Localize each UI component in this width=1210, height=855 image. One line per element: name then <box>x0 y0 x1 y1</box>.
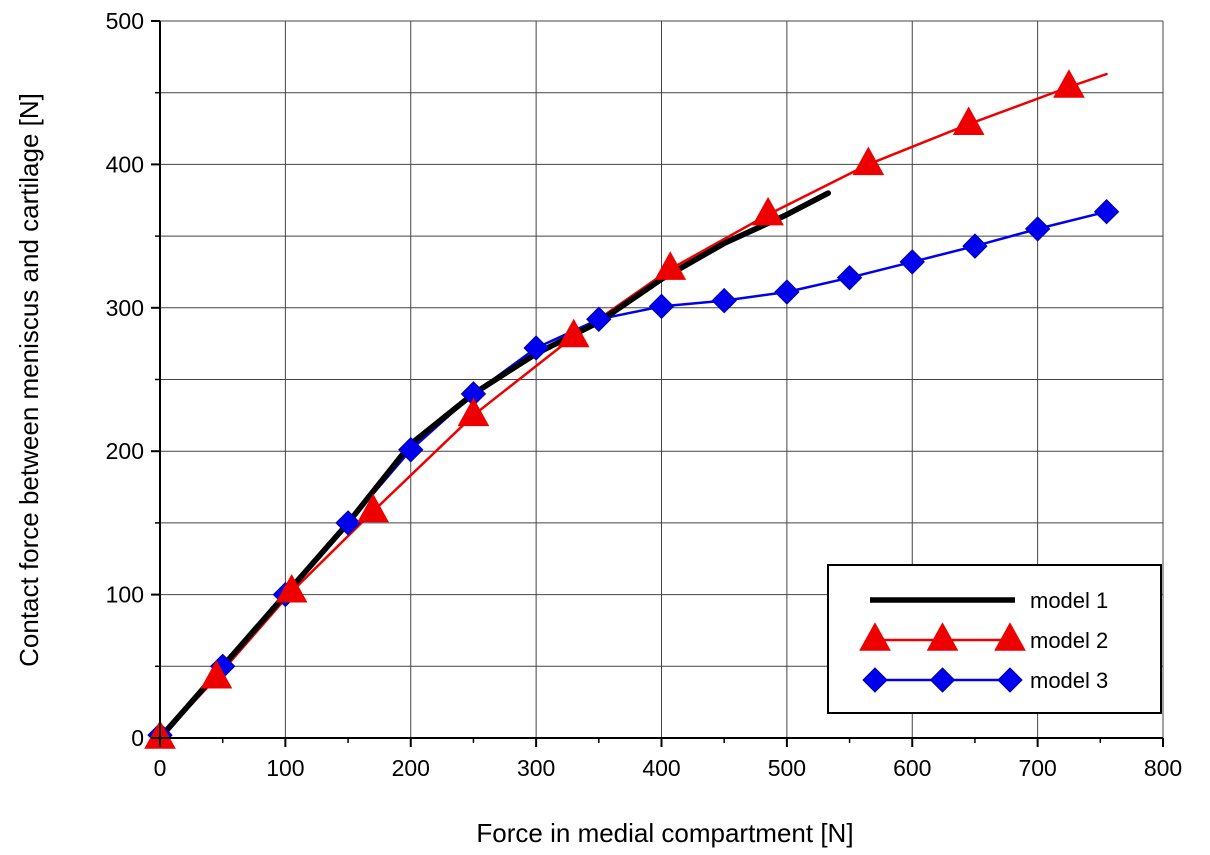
legend: model 1 model 2 model 3 <box>827 564 1162 714</box>
legend-label-model-3: model 3 <box>1030 668 1108 693</box>
x-tick-label: 800 <box>1144 755 1182 781</box>
legend-marker-model-2 <box>994 622 1026 651</box>
series-line-model-1 <box>157 190 831 741</box>
data-point-model-3 <box>899 249 925 275</box>
data-point-model-3 <box>648 293 675 320</box>
x-tick-label: 100 <box>266 755 304 781</box>
legend-marker-model-3 <box>997 667 1023 693</box>
data-point-model-3 <box>962 233 988 259</box>
series-line-model-2 <box>158 72 1108 740</box>
x-tick-label: 0 <box>154 755 167 781</box>
data-point-model-3 <box>1024 216 1051 242</box>
x-tick-label: 200 <box>392 755 430 781</box>
data-point-model-2 <box>200 660 233 689</box>
y-tick-label: 200 <box>106 438 144 464</box>
data-point-model-2 <box>852 146 885 176</box>
x-tick-label: 300 <box>517 755 555 781</box>
y-tick-label: 400 <box>106 151 144 177</box>
legend-marker-model-3 <box>862 667 888 693</box>
data-point-model-2 <box>752 196 784 226</box>
series-markers <box>144 69 1120 749</box>
data-point-model-2 <box>275 573 308 603</box>
series-line-model-1-top <box>157 190 831 741</box>
legend-marker-model-2 <box>926 622 959 651</box>
data-point-model-2 <box>357 493 389 523</box>
x-axis-label: Force in medial compartment [N] <box>476 818 853 848</box>
y-tick-label: 100 <box>106 582 144 608</box>
y-axis-label: Contact force between meniscus and carti… <box>14 93 44 667</box>
series-lines <box>157 72 1108 741</box>
data-point-model-3 <box>523 335 549 361</box>
data-point-model-3 <box>774 279 800 305</box>
data-point-model-3 <box>1093 199 1120 225</box>
legend-label-model-1: model 1 <box>1030 588 1108 613</box>
data-point-model-3 <box>836 264 863 291</box>
axes <box>151 20 1164 747</box>
data-point-model-3 <box>711 287 737 314</box>
data-point-model-3 <box>335 510 361 536</box>
y-tick-label: 500 <box>106 8 144 34</box>
y-tick-label: 0 <box>131 725 144 751</box>
data-point-model-3 <box>398 437 424 463</box>
data-point-model-2 <box>952 106 985 136</box>
x-tick-label: 500 <box>768 755 806 781</box>
data-point-model-2 <box>457 397 490 427</box>
y-tick-label: 300 <box>106 295 144 321</box>
x-tick-label: 400 <box>642 755 680 781</box>
data-point-model-2 <box>557 318 590 348</box>
x-tick-label: 600 <box>893 755 931 781</box>
legend-marker-model-2 <box>859 622 891 651</box>
tick-labels: 0 100 200 300 400 500 600 700 800 0 100 200 300 400 50… <box>106 8 1183 781</box>
legend-marker-model-3 <box>929 667 956 693</box>
data-point-model-2 <box>654 251 687 280</box>
data-point-model-2 <box>1053 69 1085 98</box>
data-point-model-3 <box>586 306 612 332</box>
x-tick-label: 700 <box>1018 755 1056 781</box>
legend-label-model-2: model 2 <box>1030 628 1108 653</box>
